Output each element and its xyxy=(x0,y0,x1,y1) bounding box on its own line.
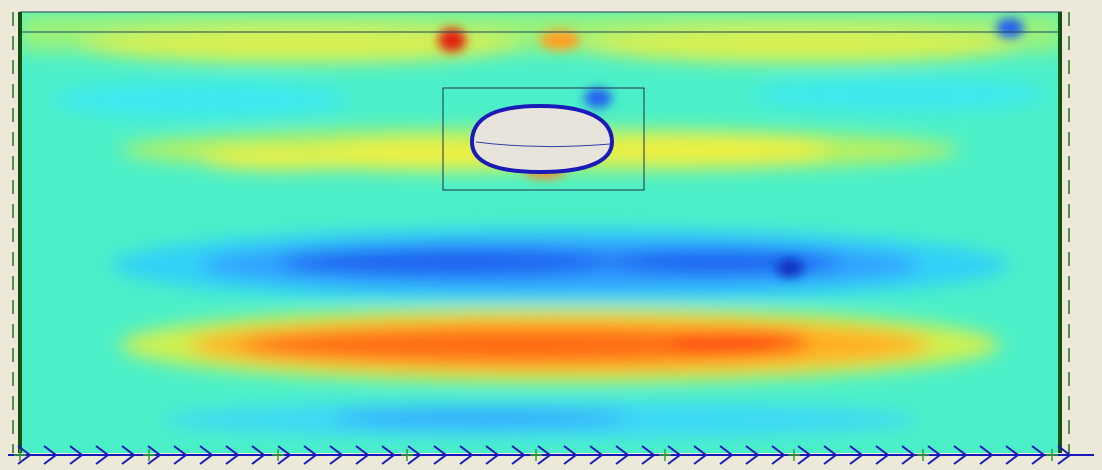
tunnel xyxy=(472,106,612,172)
page: (() => { const svg = document.getElement… xyxy=(0,0,1102,470)
contour-view xyxy=(0,0,1102,470)
contour-field xyxy=(20,12,1062,453)
